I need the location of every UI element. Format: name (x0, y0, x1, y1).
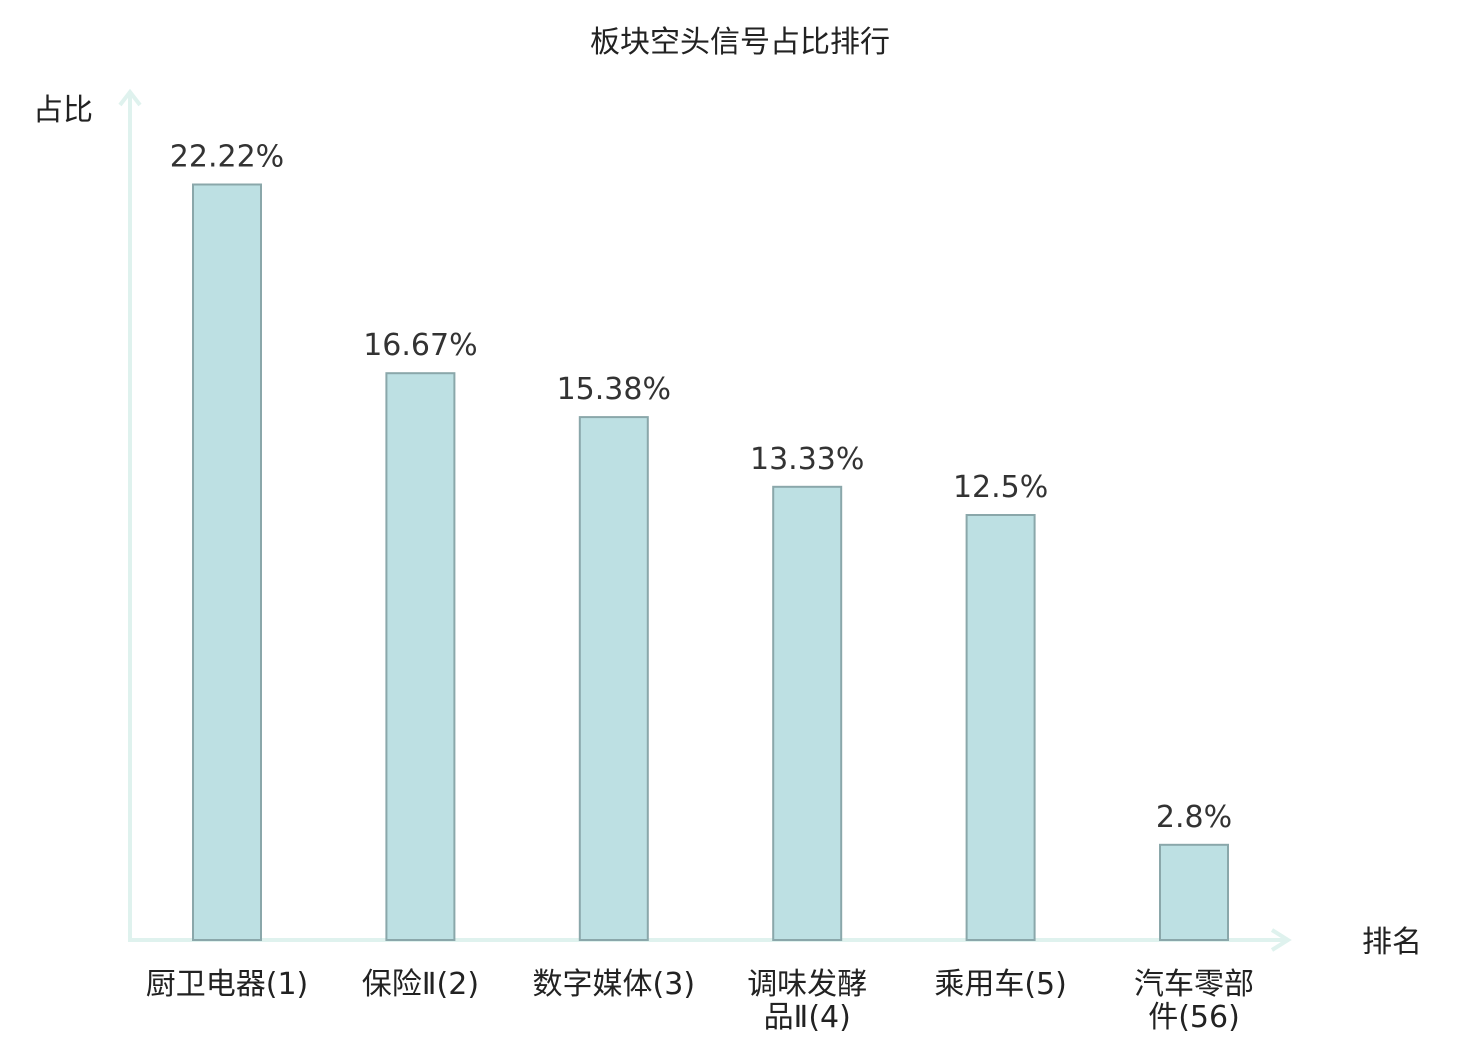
category-label: 汽车零部 (1134, 967, 1254, 1002)
category-label: 品Ⅱ(4) (764, 1000, 851, 1035)
value-labels-group: 22.22% 16.67% 15.38% 13.33% 12.5% 2.8% (170, 140, 1232, 835)
category-label: 保险Ⅱ(2) (362, 967, 479, 1002)
bar (385, 372, 456, 941)
data-label: 12.5% (953, 470, 1048, 505)
category-label: 乘用车(5) (934, 967, 1067, 1002)
bar (192, 183, 262, 941)
bar (772, 485, 843, 941)
bars-group (192, 183, 1229, 942)
x-axis-title: 排名 (1362, 925, 1422, 960)
axes (118, 88, 1292, 952)
bar (1159, 843, 1229, 941)
bar (965, 514, 1036, 941)
category-label: 件(56) (1148, 1000, 1240, 1035)
category-label: 厨卫电器(1) (146, 967, 309, 1002)
y-axis-title: 占比 (33, 93, 93, 128)
data-label: 22.22% (170, 140, 284, 175)
data-label: 16.67% (363, 328, 477, 363)
x-axis-arrow (1270, 928, 1292, 952)
data-label: 15.38% (557, 372, 671, 407)
chart-title: 板块空头信号占比排行 (590, 25, 890, 60)
bar (578, 416, 649, 942)
category-label: 调味发酵 (747, 967, 867, 1002)
data-label: 2.8% (1156, 800, 1232, 835)
data-label: 13.33% (750, 442, 864, 477)
y-axis-arrow (118, 88, 142, 107)
category-label: 数字媒体(3) (533, 967, 696, 1002)
